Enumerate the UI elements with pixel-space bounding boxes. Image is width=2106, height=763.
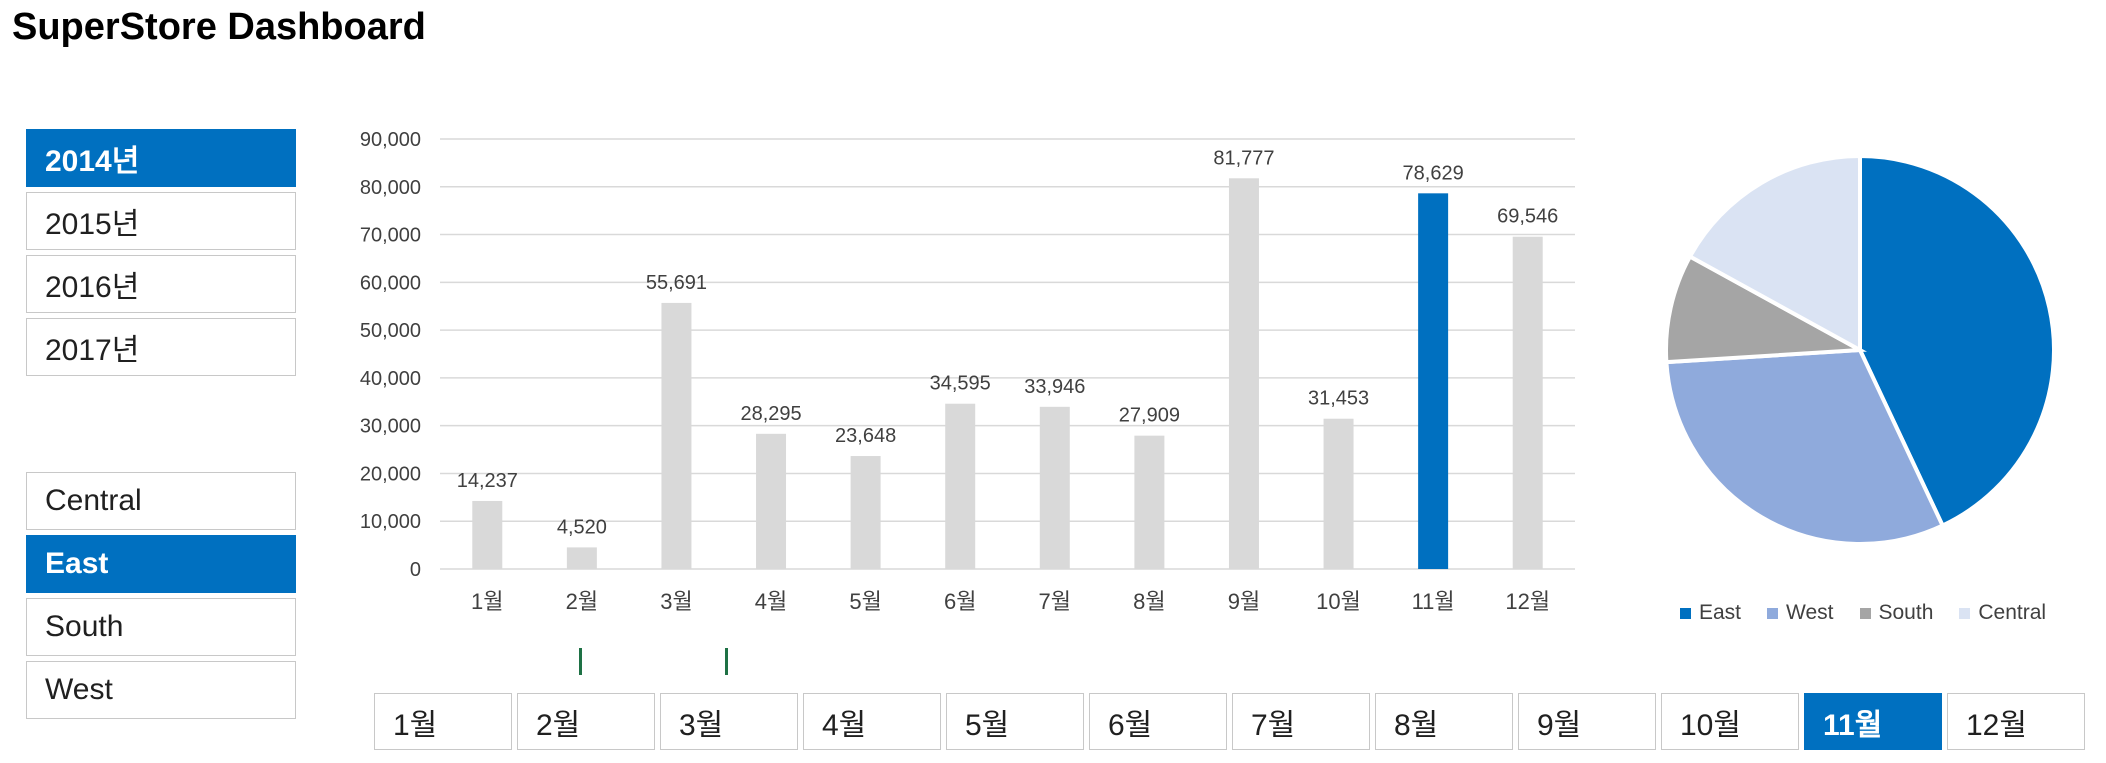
y-tick-label: 50,000 [360,320,421,342]
x-tick-label: 10월 [1316,589,1361,614]
month-button-2[interactable]: 2월 [517,693,655,750]
x-tick-label: 12월 [1505,589,1550,614]
month-button-8[interactable]: 8월 [1375,693,1513,750]
marker-tick [579,648,582,675]
data-label: 33,946 [1024,376,1085,398]
x-tick-label: 9월 [1228,589,1260,614]
month-button-10[interactable]: 10월 [1661,693,1799,750]
pie-slice-central[interactable] [1687,153,1862,354]
data-label: 81,777 [1213,147,1274,169]
bar[interactable] [1323,418,1354,569]
data-label: 34,595 [930,373,991,395]
bar[interactable] [850,456,881,569]
bar[interactable] [945,403,976,569]
legend-swatch [1859,607,1871,619]
month-button-1[interactable]: 1월 [374,693,512,750]
year-button-2016[interactable]: 2016년 [26,255,296,313]
pie-slice-west[interactable] [1664,347,1946,546]
legend-label: South [1878,601,1934,624]
month-button-6[interactable]: 6월 [1089,693,1227,750]
month-button-3[interactable]: 3월 [660,693,798,750]
x-tick-label: 3월 [660,589,692,614]
data-label: 14,237 [457,470,518,492]
bar[interactable] [472,500,503,569]
legend-swatch [1767,607,1779,619]
legend-item-east: East [1680,601,1741,625]
data-label: 27,909 [1119,405,1180,427]
x-tick-label: 8월 [1133,589,1165,614]
legend-swatch [1680,607,1691,619]
y-tick-label: 60,000 [360,272,421,294]
data-label: 31,453 [1308,388,1369,410]
bar[interactable] [1418,193,1449,569]
month-button-9[interactable]: 9월 [1518,693,1656,750]
x-tick-label: 7월 [1039,589,1071,614]
y-tick-label: 10,000 [360,511,421,533]
region-button-central[interactable]: Central [26,472,296,530]
bar[interactable] [1512,236,1543,569]
x-tick-label: 5월 [849,589,881,614]
x-tick-label: 4월 [755,589,787,614]
y-tick-label: 40,000 [360,368,421,390]
region-button-west[interactable]: West [26,661,296,719]
marker-tick [725,648,728,675]
month-button-12[interactable]: 12월 [1947,693,2085,750]
year-button-2017[interactable]: 2017년 [26,318,296,376]
month-button-11[interactable]: 11월 [1804,693,1942,750]
data-label: 69,546 [1497,206,1558,228]
data-label: 23,648 [835,425,896,447]
legend-item-south: South [1859,601,1934,625]
data-label: 55,691 [646,272,707,294]
legend-item-central: Central [1959,601,2046,625]
month-button-4[interactable]: 4월 [803,693,941,750]
page-title: SuperStore Dashboard [12,6,426,48]
bar[interactable] [566,547,597,569]
y-tick-label: 70,000 [360,225,421,247]
y-tick-label: 90,000 [360,129,421,151]
year-button-2015[interactable]: 2015년 [26,192,296,250]
pie-legend: East West South Central [1680,598,2100,628]
month-button-5[interactable]: 5월 [946,693,1084,750]
legend-label: West [1786,601,1834,624]
bar[interactable] [756,433,787,569]
y-tick-label: 30,000 [360,416,421,438]
bar[interactable] [661,302,692,569]
bar[interactable] [1039,406,1070,569]
region-share-pie-chart [1664,153,2056,546]
x-tick-label: 1월 [471,589,503,614]
legend-swatch [1959,607,1971,619]
monthly-sales-bar-chart: 0 10,000 20,000 30,000 40,000 50,000 60,000 70,… [360,129,1575,614]
data-label: 78,629 [1403,162,1464,184]
x-tick-label: 11월 [1412,589,1455,614]
legend-label: Central [1978,601,2047,624]
bar[interactable] [1134,435,1165,569]
legend-item-west: West [1767,601,1834,625]
x-tick-label: 6월 [944,589,976,614]
region-button-south[interactable]: South [26,598,296,656]
bar[interactable] [1228,178,1259,569]
y-tick-label: 20,000 [360,463,421,485]
region-button-east[interactable]: East [26,535,296,593]
x-tick-label: 2월 [566,589,598,614]
month-button-7[interactable]: 7월 [1232,693,1370,750]
year-button-2014[interactable]: 2014년 [26,129,296,187]
data-label: 4,520 [557,516,607,538]
pie-slice-east[interactable] [1858,153,2056,529]
data-label: 28,295 [740,403,801,425]
y-tick-label: 0 [410,559,421,581]
y-tick-label: 80,000 [360,177,421,199]
legend-label: East [1699,601,1742,624]
pie-slice-south[interactable] [1664,253,1867,365]
